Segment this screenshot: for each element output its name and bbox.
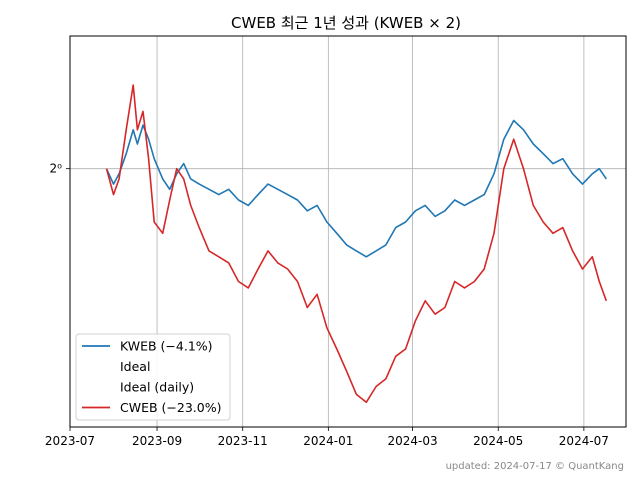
- legend-label: Ideal: [120, 359, 150, 374]
- y-tick-label: 2⁰: [50, 162, 63, 176]
- x-tick-label: 2024-03: [388, 434, 438, 448]
- legend-label: KWEB (−4.1%): [120, 339, 213, 354]
- x-tick-label: 2023-07: [45, 434, 95, 448]
- chart-title: CWEB 최근 1년 성과 (KWEB × 2): [231, 14, 461, 32]
- legend-box: [75, 333, 231, 421]
- plot-frame: [69, 35, 627, 428]
- legend: KWEB (−4.1%) Ideal Ideal (daily) CWEB (−23.…: [75, 333, 231, 421]
- x-tick-label: 2024-05: [473, 434, 523, 448]
- x-tick-label: 2024-01: [303, 434, 353, 448]
- series-line-3: [105, 84, 608, 404]
- series-line-0: [105, 119, 607, 258]
- footer-text: updated: 2024-07-17 © QuantKang: [446, 461, 624, 472]
- x-tick-label: 2024-07: [559, 434, 609, 448]
- legend-label: Ideal (daily): [120, 380, 194, 395]
- x-axis: 2023-07 2023-09 2023-11 2024-01 2024-03 2024-…: [45, 427, 609, 448]
- grid: [69, 36, 626, 427]
- x-tick-label: 2023-09: [132, 434, 182, 448]
- x-tick-label: 2023-11: [218, 434, 268, 448]
- legend-label: CWEB (−23.0%): [120, 400, 221, 415]
- series-layer: [105, 84, 608, 404]
- y-axis: 2⁰: [50, 162, 70, 176]
